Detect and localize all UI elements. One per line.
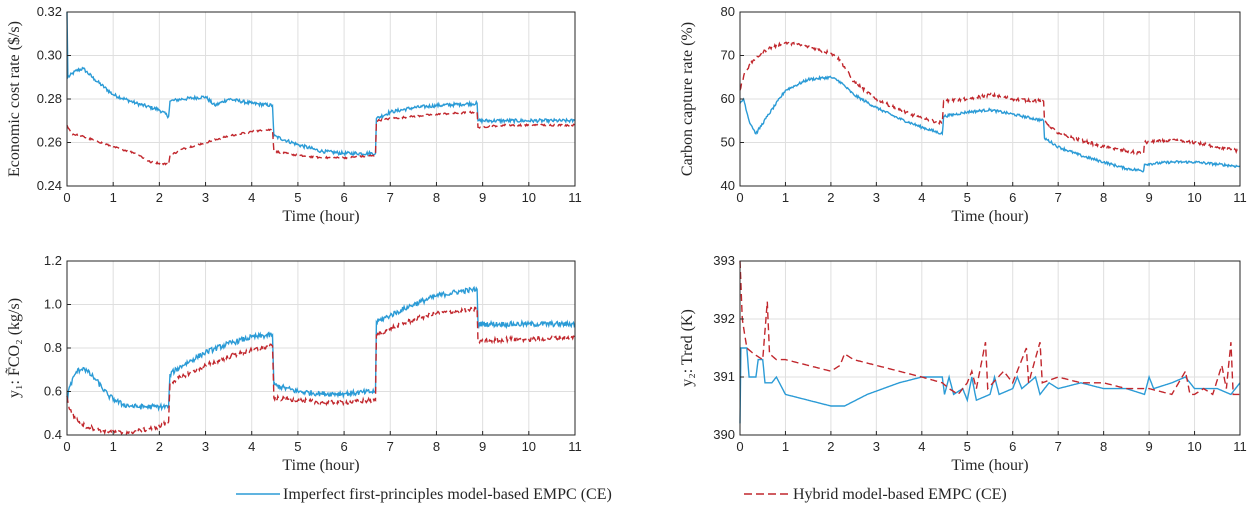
x-tick-label: 11: [568, 439, 582, 454]
x-tick-label: 4: [918, 190, 925, 205]
series-line-hybrid: [739, 260, 1240, 396]
x-tick-label: 3: [202, 439, 209, 454]
x-tick-label: 2: [827, 439, 834, 454]
x-tick-label: 10: [522, 190, 536, 205]
x-tick-label: 2: [827, 190, 834, 205]
y-tick-label: 80: [721, 4, 735, 19]
y-axis-label: y₂: Tred (K): [679, 309, 696, 387]
x-tick-label: 3: [202, 190, 209, 205]
y-tick-label: 393: [713, 253, 735, 268]
y-tick-label: 0.4: [44, 427, 62, 442]
y-tick-label: 0.8: [44, 340, 62, 355]
y-tick-label: 0.24: [37, 178, 62, 193]
y-axis-label: Carbon capture rate (%): [679, 22, 696, 176]
y-tick-label: 0.26: [37, 135, 62, 150]
x-axis-label: Time (hour): [282, 208, 359, 225]
x-tick-label: 10: [1187, 190, 1201, 205]
x-tick-label: 9: [1145, 439, 1152, 454]
x-tick-label: 8: [433, 439, 440, 454]
chart-panel-1: 0 1 2 3 4 5 6 7 8 9 10 11 0.24 0.26 0.28 0.30 0.32 Time (…: [6, 4, 582, 225]
y-tick-label: 60: [721, 91, 735, 106]
x-tick-label: 11: [568, 190, 582, 205]
x-tick-label: 1: [110, 439, 117, 454]
x-axis-label: Time (hour): [951, 457, 1028, 474]
x-tick-label: 5: [964, 190, 971, 205]
x-tick-label: 4: [248, 439, 255, 454]
x-tick-label: 1: [110, 190, 117, 205]
y-axis-label: Economic cost rate ($/s): [6, 21, 23, 177]
series-line-hybrid: [66, 110, 576, 166]
y-tick-label: 1.0: [44, 297, 62, 312]
x-tick-label: 5: [294, 190, 301, 205]
y-tick-label: 0.28: [37, 91, 62, 106]
x-tick-label: 6: [340, 190, 347, 205]
x-tick-label: 5: [294, 439, 301, 454]
y-axis-label: y₁: F̃CO₂ (kg/s): [5, 298, 23, 398]
x-axis-label: Time (hour): [951, 208, 1028, 225]
x-tick-label: 7: [387, 190, 394, 205]
x-tick-label: 3: [873, 439, 880, 454]
x-tick-label: 10: [1187, 439, 1201, 454]
legend-item-hybrid: Hybrid model-based EMPC (CE): [744, 486, 1007, 503]
x-tick-label: 11: [1233, 439, 1247, 454]
x-tick-label: 8: [1100, 190, 1107, 205]
x-tick-label: 3: [873, 190, 880, 205]
x-tick-label: 0: [736, 439, 743, 454]
x-tick-label: 4: [918, 439, 925, 454]
y-tick-label: 0.6: [44, 384, 62, 399]
y-tick-label: 0.32: [37, 4, 62, 19]
x-tick-label: 0: [736, 190, 743, 205]
x-tick-label: 10: [522, 439, 536, 454]
chart-panel-3: 0 1 2 3 4 5 6 7 8 9 10 11 0.4 0.6 0.8 1.0 1.2 Time (hour)…: [5, 253, 582, 474]
x-tick-label: 7: [1055, 439, 1062, 454]
x-tick-label: 6: [1009, 439, 1016, 454]
series-line-hybrid: [739, 41, 1241, 156]
x-tick-label: 4: [248, 190, 255, 205]
x-tick-label: 7: [1055, 190, 1062, 205]
axes-frame: [739, 260, 1241, 436]
y-tick-label: 390: [713, 427, 735, 442]
chart-panel-4: 0 1 2 3 4 5 6 7 8 9 10 11 390 391 392 393 Time (hour) y₂:…: [679, 253, 1247, 474]
y-tick-label: 0.30: [37, 48, 62, 63]
y-tick-label: 40: [721, 178, 735, 193]
y-tick-label: 392: [713, 311, 735, 326]
series-line-first-principles: [739, 347, 1241, 424]
x-axis-label: Time (hour): [282, 457, 359, 474]
x-tick-label: 1: [782, 190, 789, 205]
legend-label: Hybrid model-based EMPC (CE): [793, 486, 1007, 503]
legend: Imperfect first-principles model-based E…: [236, 486, 1007, 503]
series-line-first-principles: [739, 74, 1241, 173]
x-tick-label: 8: [433, 190, 440, 205]
x-tick-label: 11: [1233, 190, 1247, 205]
x-tick-label: 6: [340, 439, 347, 454]
series-line-first-principles: [66, 11, 576, 158]
x-tick-label: 9: [479, 439, 486, 454]
x-tick-label: 9: [1145, 190, 1152, 205]
x-tick-label: 9: [479, 190, 486, 205]
x-tick-label: 7: [387, 439, 394, 454]
legend-item-first-principles: Imperfect first-principles model-based E…: [236, 486, 612, 503]
y-tick-label: 70: [721, 48, 735, 63]
x-tick-label: 8: [1100, 439, 1107, 454]
x-tick-label: 5: [964, 439, 971, 454]
chart-panel-2: 0 1 2 3 4 5 6 7 8 9 10 11 40 50 60 70 80 Time (hour) Carbo…: [679, 4, 1247, 225]
y-tick-label: 1.2: [44, 253, 62, 268]
y-tick-label: 50: [721, 135, 735, 150]
x-tick-label: 1: [782, 439, 789, 454]
legend-label: Imperfect first-principles model-based E…: [283, 486, 612, 503]
y-tick-label: 391: [713, 369, 735, 384]
x-tick-label: 6: [1009, 190, 1016, 205]
series-line-first-principles: [66, 285, 576, 412]
x-tick-label: 0: [63, 439, 70, 454]
x-tick-label: 0: [63, 190, 70, 205]
series-line-hybrid: [66, 306, 576, 436]
x-tick-label: 2: [156, 190, 163, 205]
x-tick-label: 2: [156, 439, 163, 454]
